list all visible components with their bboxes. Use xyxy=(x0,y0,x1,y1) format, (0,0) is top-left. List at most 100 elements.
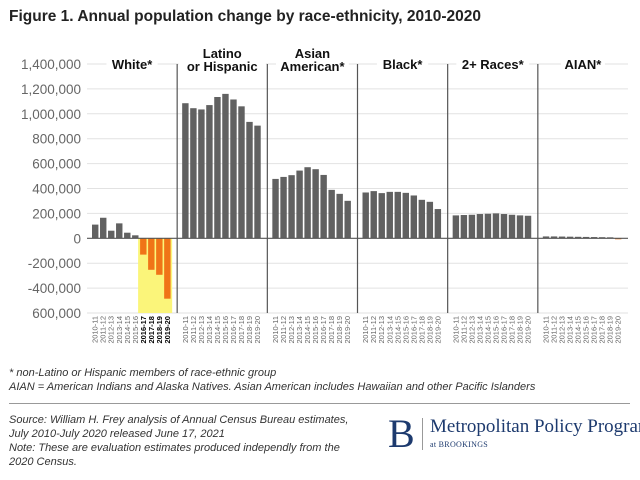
bar-asian-american- xyxy=(296,170,303,239)
panel-label-bg xyxy=(376,55,429,71)
bar-2-races- xyxy=(500,214,508,239)
x-tick-label: 2019-20 xyxy=(343,316,352,344)
x-tick-label: 2016-17 xyxy=(499,316,508,344)
chart-title: Figure 1. Annual population change by ra… xyxy=(9,8,482,25)
panel-label: Latino xyxy=(203,46,242,61)
x-tick-label: 2011-12 xyxy=(99,316,108,343)
x-tick-label: 2018-19 xyxy=(335,316,344,344)
y-tick-label: -200,000 xyxy=(28,256,81,271)
x-tick-label: 2013-14 xyxy=(566,316,575,344)
x-tick-label: 2017-18 xyxy=(598,316,607,344)
bar-latino-or-hispanic xyxy=(246,121,253,239)
panel-label: Black* xyxy=(383,57,424,72)
y-tick-label: 400,000 xyxy=(32,182,81,197)
x-tick-label: 2010-11 xyxy=(451,316,460,343)
y-tick-label: -400,000 xyxy=(28,281,81,296)
panel-label: or Hispanic xyxy=(187,59,258,74)
bar-2-races- xyxy=(452,215,460,239)
x-tick-label: 2012-13 xyxy=(558,316,567,344)
bar-white- xyxy=(100,217,107,239)
bar-asian-american- xyxy=(336,193,343,239)
x-tick-label: 2017-18 xyxy=(417,316,426,344)
y-tick-label: 1,000,000 xyxy=(21,107,81,122)
x-tick-label: 2015-16 xyxy=(491,316,500,344)
panel-label-bg xyxy=(456,55,530,71)
bar-latino-or-hispanic xyxy=(190,108,197,239)
panel-label-bg xyxy=(178,48,266,74)
bar-2-races- xyxy=(508,214,516,239)
x-tick-label: 2019-20 xyxy=(253,316,262,344)
brookings-logo: B Metropolitan Policy Program at BROOKIN… xyxy=(388,411,640,456)
x-tick-label: 2010-11 xyxy=(542,316,551,343)
x-tick-label: 2017-18 xyxy=(237,316,246,344)
panel-label-bg xyxy=(560,55,605,71)
logo-divider xyxy=(422,418,423,450)
bar-asian-american- xyxy=(344,200,351,239)
panel-label: AIAN* xyxy=(564,57,602,72)
x-tick-label: 2019-20 xyxy=(433,316,442,344)
x-tick-label: 2011-12 xyxy=(189,316,198,343)
x-tick-label: 2012-13 xyxy=(197,316,206,344)
x-tick-label: 2019-20 xyxy=(163,316,172,344)
x-tick-label: 2011-12 xyxy=(279,316,288,343)
y-tick-label: 0 xyxy=(73,231,81,246)
x-tick-label: 2016-17 xyxy=(409,316,418,344)
x-tick-label: 2010-11 xyxy=(181,316,190,343)
x-tick-label: 2017-18 xyxy=(147,316,156,344)
bar-latino-or-hispanic xyxy=(222,93,229,239)
logo-letter: B xyxy=(388,411,415,456)
bar-chart: 600,000 -400,000 -200,000 0 200,000 400,000 60… xyxy=(21,46,628,344)
bar-asian-american- xyxy=(328,189,335,239)
bar-asian-american- xyxy=(272,178,279,239)
x-tick-label: 2018-19 xyxy=(155,316,164,344)
x-tick-label: 2014-15 xyxy=(123,316,132,344)
x-tick-label: 2016-17 xyxy=(319,316,328,344)
bar-aian- xyxy=(574,236,582,239)
bar-asian-american- xyxy=(288,175,295,239)
x-tick-label: 2016-17 xyxy=(229,316,238,344)
bar-black- xyxy=(434,209,442,239)
bar-white- xyxy=(148,238,155,270)
x-tick-label: 2010-11 xyxy=(271,316,280,343)
x-tick-label: 2018-19 xyxy=(516,316,525,344)
source-line-2: July 2010-July 2020 released June 17, 20… xyxy=(9,428,225,440)
x-tick-label: 2016-17 xyxy=(139,316,148,344)
bar-black- xyxy=(386,191,393,239)
bar-black- xyxy=(378,193,385,239)
bar-2-races- xyxy=(468,214,476,239)
bar-aian- xyxy=(542,236,550,239)
x-tick-label: 2016-17 xyxy=(590,316,599,344)
x-tick-label: 2019-20 xyxy=(524,316,533,344)
panel-label: 2+ Races* xyxy=(462,57,525,72)
x-tick-label: 2017-18 xyxy=(327,316,336,344)
source-line-4: 2020 Census. xyxy=(9,456,77,468)
bar-asian-american- xyxy=(320,174,327,239)
bar-aian- xyxy=(566,236,574,239)
bar-2-races- xyxy=(492,213,500,239)
x-tick-label: 2012-13 xyxy=(287,316,296,344)
x-tick-label: 2013-14 xyxy=(205,316,214,344)
logo-program: Metropolitan Policy Program xyxy=(430,416,640,437)
x-tick-label: 2013-14 xyxy=(115,316,124,344)
logo-at-brookings: at BROOKINGS xyxy=(430,440,489,449)
source-line-1: Source: William H. Frey analysis of Annu… xyxy=(9,414,349,426)
bar-black- xyxy=(418,199,426,239)
bar-aian- xyxy=(550,236,558,239)
panel-label: American* xyxy=(280,59,345,74)
bar-asian-american- xyxy=(312,169,319,239)
bar-latino-or-hispanic xyxy=(230,99,237,239)
bar-asian-american- xyxy=(280,176,287,239)
x-tick-label: 2011-12 xyxy=(550,316,559,343)
x-tick-label: 2019-20 xyxy=(614,316,623,344)
y-tick-label: 1,200,000 xyxy=(21,82,81,97)
x-tick-label: 2012-13 xyxy=(107,316,116,344)
x-tick-label: 2014-15 xyxy=(393,316,402,344)
bar-latino-or-hispanic xyxy=(182,103,189,239)
y-tick-label: 200,000 xyxy=(32,206,81,221)
x-tick-label: 2011-12 xyxy=(459,316,468,343)
x-tick-label: 2010-11 xyxy=(361,316,370,343)
bar-latino-or-hispanic xyxy=(198,109,205,239)
bar-black- xyxy=(370,191,377,239)
x-tick-label: 2010-11 xyxy=(91,316,100,343)
x-tick-label: 2015-16 xyxy=(221,316,230,344)
